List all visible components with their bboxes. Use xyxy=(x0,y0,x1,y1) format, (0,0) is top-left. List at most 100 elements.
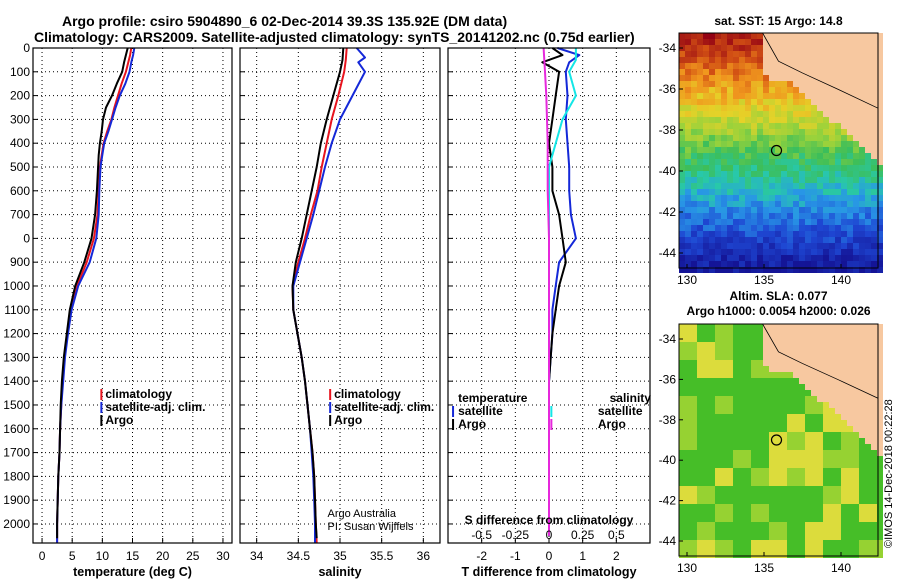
map-cell xyxy=(745,255,751,261)
map-cell xyxy=(739,267,745,273)
map-cell xyxy=(715,348,721,354)
map-cell xyxy=(781,390,787,396)
map-cell xyxy=(709,372,715,378)
map-cell xyxy=(709,255,715,261)
map-cell xyxy=(811,201,817,207)
map-cell xyxy=(703,426,709,432)
map-cell xyxy=(853,117,859,123)
map-cell xyxy=(877,129,883,135)
map-cell xyxy=(715,510,721,516)
map-cell xyxy=(691,336,697,342)
map-cell xyxy=(745,396,751,402)
map-cell xyxy=(763,105,769,111)
map-cell xyxy=(835,57,841,63)
map-cell xyxy=(751,396,757,402)
difference-panel: -2 -1 0 1 2T difference from climatologytemp… xyxy=(447,47,651,579)
map-cell xyxy=(697,231,703,237)
map-cell xyxy=(703,372,709,378)
map-cell xyxy=(817,348,823,354)
map-cell xyxy=(679,516,685,522)
map-cell xyxy=(685,153,691,159)
map-cell xyxy=(805,267,811,273)
map-cell xyxy=(733,528,739,534)
map-cell xyxy=(697,444,703,450)
map-cell xyxy=(757,498,763,504)
map-cell xyxy=(697,81,703,87)
map-cell xyxy=(769,51,775,57)
map-cell xyxy=(739,135,745,141)
map-cell xyxy=(871,438,877,444)
map-cell xyxy=(823,366,829,372)
map-cell xyxy=(793,129,799,135)
map-cell xyxy=(721,432,727,438)
map-cell xyxy=(877,267,883,273)
map-cell xyxy=(715,231,721,237)
map-cell xyxy=(823,123,829,129)
map-cell xyxy=(793,63,799,69)
map-cell xyxy=(799,111,805,117)
map-cell xyxy=(841,147,847,153)
map-cell xyxy=(847,468,853,474)
map-cell xyxy=(781,426,787,432)
title-line-2: Climatology: CARS2009. Satellite-adjuste… xyxy=(34,29,635,45)
map-cell xyxy=(799,63,805,69)
map-cell xyxy=(703,93,709,99)
map-cell xyxy=(727,123,733,129)
map-cell xyxy=(757,336,763,342)
map-cell xyxy=(823,390,829,396)
map-cell xyxy=(805,63,811,69)
map-cell xyxy=(871,528,877,534)
map-cell xyxy=(679,183,685,189)
map-cell xyxy=(877,402,883,408)
map-cell xyxy=(745,267,751,273)
map-cell xyxy=(703,444,709,450)
map-cell xyxy=(877,462,883,468)
map-cell xyxy=(835,396,841,402)
map-cell xyxy=(703,231,709,237)
map-cell xyxy=(775,504,781,510)
map-cell xyxy=(781,111,787,117)
argo-location-marker xyxy=(770,144,783,157)
map-cell xyxy=(709,153,715,159)
map-cell xyxy=(769,237,775,243)
map-cell xyxy=(871,195,877,201)
map-cell xyxy=(859,171,865,177)
map-cell xyxy=(811,540,817,546)
map-cell xyxy=(835,171,841,177)
map-cell xyxy=(739,426,745,432)
map-cell xyxy=(853,195,859,201)
map-cell xyxy=(811,177,817,183)
map-cell xyxy=(781,444,787,450)
map-cell xyxy=(715,354,721,360)
map-cell xyxy=(685,237,691,243)
map-cell xyxy=(841,414,847,420)
map-cell xyxy=(865,111,871,117)
map-cell xyxy=(871,498,877,504)
map-cell xyxy=(733,468,739,474)
map-cell xyxy=(865,414,871,420)
map-cell xyxy=(685,135,691,141)
map-cell xyxy=(829,63,835,69)
map-cell xyxy=(727,450,733,456)
map-cell xyxy=(829,189,835,195)
map-cell xyxy=(817,360,823,366)
map-cell xyxy=(745,249,751,255)
map-cell xyxy=(835,117,841,123)
map-cell xyxy=(763,207,769,213)
map-cell xyxy=(811,330,817,336)
map-cell xyxy=(835,243,841,249)
map-cell xyxy=(859,51,865,57)
map-cell xyxy=(697,135,703,141)
map-cell xyxy=(757,207,763,213)
map-cell xyxy=(751,57,757,63)
map-cell xyxy=(775,324,781,330)
map-cell xyxy=(787,522,793,528)
map-cell xyxy=(697,456,703,462)
map-cell xyxy=(721,396,727,402)
map-cell xyxy=(679,348,685,354)
map-cell xyxy=(793,396,799,402)
map-cell xyxy=(829,237,835,243)
map-cell xyxy=(733,225,739,231)
map-cell xyxy=(769,546,775,552)
map-cell xyxy=(727,69,733,75)
